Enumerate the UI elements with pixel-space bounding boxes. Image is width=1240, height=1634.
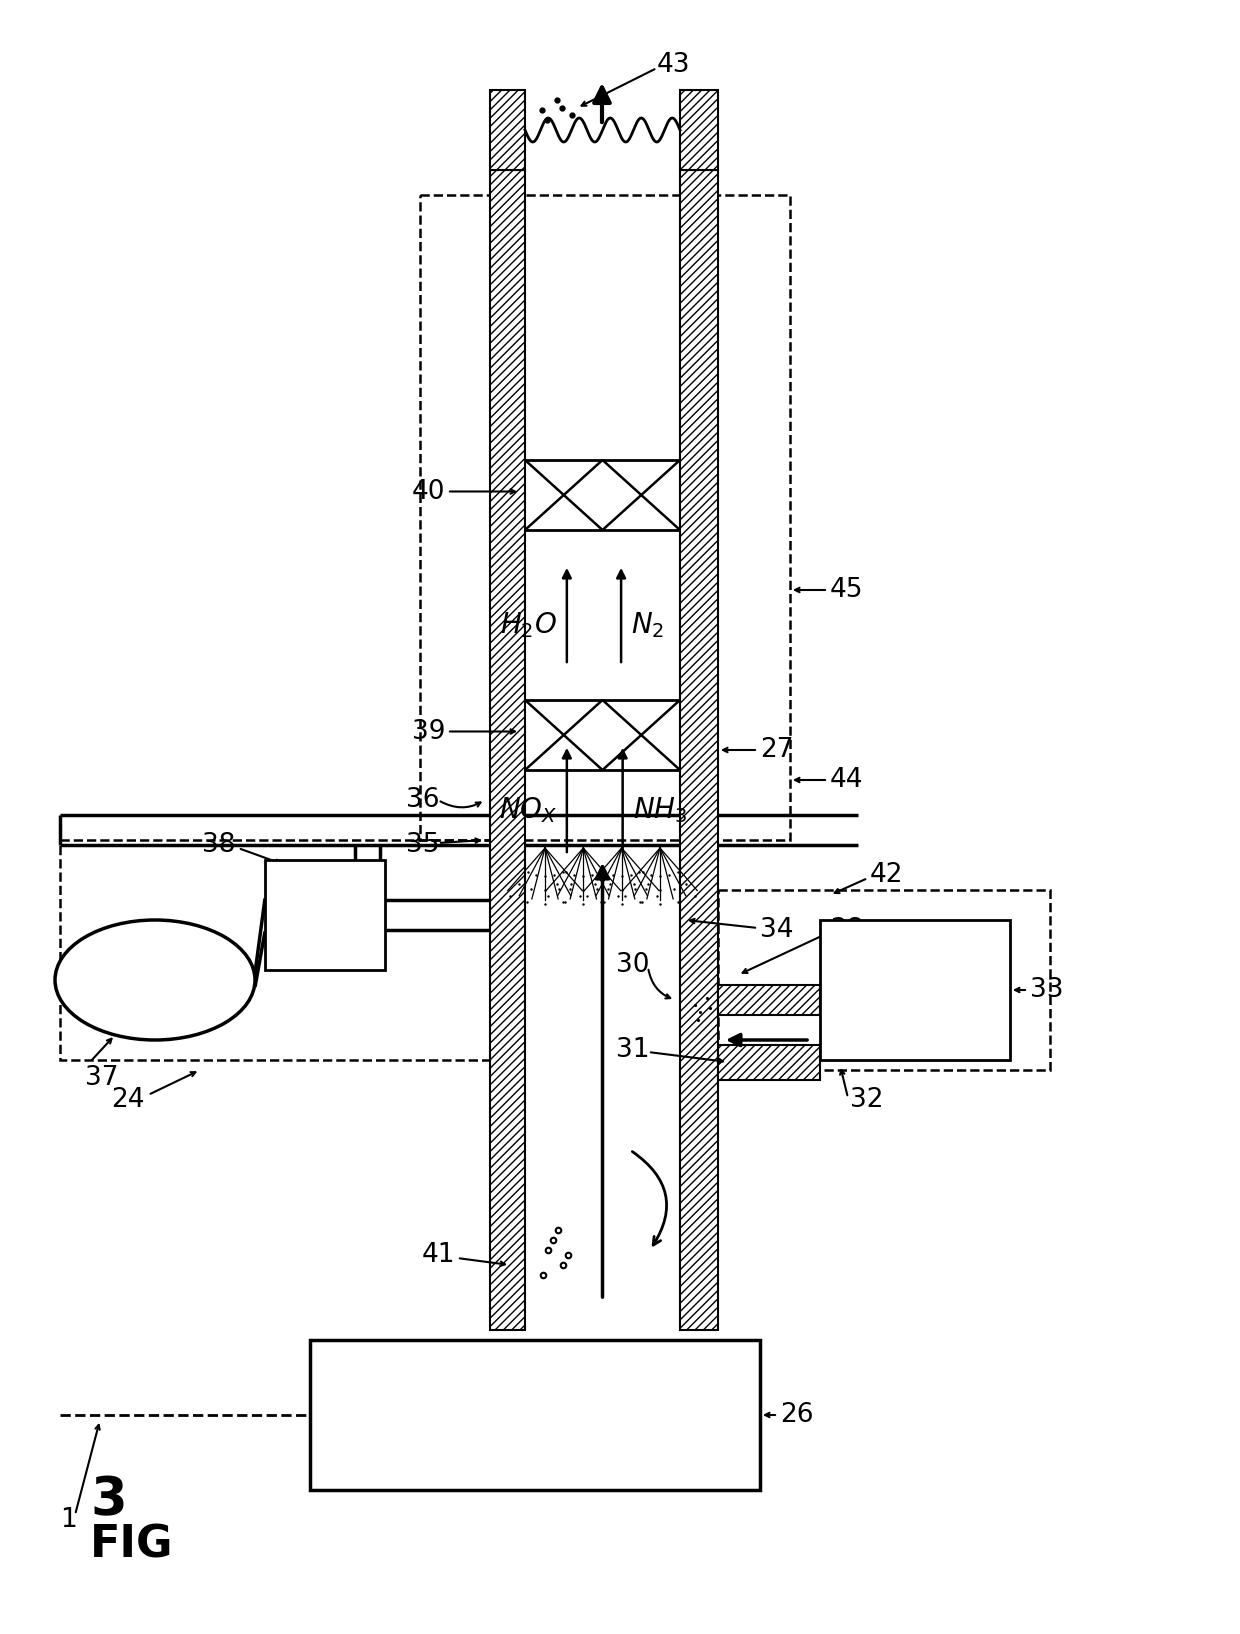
Text: 44: 44 (830, 766, 863, 792)
Text: 30: 30 (616, 953, 650, 979)
Bar (310, 1340, 760, 1490)
Bar (490, 90, 525, 170)
Bar (820, 920, 1011, 1060)
Text: 33: 33 (1030, 977, 1064, 1003)
Bar (718, 985, 820, 1015)
Text: 37: 37 (86, 1065, 119, 1092)
Bar (60, 840, 490, 1060)
Bar (680, 170, 718, 1330)
Text: FIG: FIG (91, 1523, 174, 1567)
Text: 24: 24 (112, 1087, 145, 1113)
Text: 26: 26 (780, 1402, 813, 1428)
Text: 28: 28 (830, 917, 863, 943)
Text: 36: 36 (407, 788, 440, 814)
Bar (420, 194, 790, 840)
Ellipse shape (55, 920, 255, 1039)
Text: 45: 45 (830, 577, 863, 603)
Text: 43: 43 (657, 52, 691, 78)
Text: $NH_3$: $NH_3$ (632, 796, 687, 825)
Text: 31: 31 (616, 1038, 650, 1064)
Text: 41: 41 (422, 1242, 455, 1268)
Text: 3: 3 (91, 1474, 126, 1526)
Text: 32: 32 (849, 1087, 883, 1113)
Bar (680, 90, 718, 170)
Bar (490, 170, 525, 1330)
Text: 34: 34 (760, 917, 794, 943)
Text: 42: 42 (870, 863, 904, 887)
Text: 39: 39 (412, 719, 445, 745)
Text: 27: 27 (760, 737, 794, 763)
Text: 35: 35 (407, 832, 440, 858)
Text: $N_2$: $N_2$ (631, 609, 665, 641)
Text: $NO_X$: $NO_X$ (498, 796, 557, 825)
Text: $H_2O$: $H_2O$ (500, 609, 557, 641)
Bar (718, 1046, 820, 1080)
Bar (718, 891, 1050, 1070)
Bar (265, 859, 384, 971)
Text: 38: 38 (201, 832, 236, 858)
Text: 1: 1 (60, 1507, 77, 1533)
Text: 40: 40 (412, 479, 445, 505)
